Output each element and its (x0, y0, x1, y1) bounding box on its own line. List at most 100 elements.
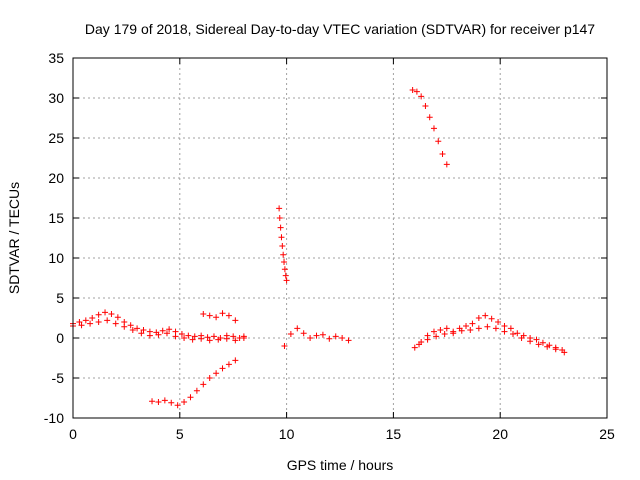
data-point (282, 272, 289, 279)
data-point (168, 399, 175, 406)
data-point (482, 312, 489, 319)
data-point (166, 326, 173, 333)
data-point (210, 333, 217, 340)
data-point (155, 331, 162, 338)
data-point (213, 314, 220, 321)
data-point (134, 325, 141, 332)
data-point (95, 311, 102, 318)
data-point (424, 336, 431, 343)
y-tick-label: 0 (56, 330, 64, 346)
series-segment-6 (409, 87, 450, 168)
data-point (535, 341, 542, 348)
data-point (87, 320, 94, 327)
series-segment-7-lower-band (416, 323, 568, 356)
data-point (433, 333, 440, 340)
x-tick-label: 10 (279, 426, 295, 442)
data-point (313, 332, 320, 339)
data-point (219, 310, 226, 317)
data-point (339, 335, 346, 341)
y-tick-label: 35 (48, 50, 64, 66)
data-point (326, 335, 333, 342)
data-point (422, 103, 429, 109)
data-points (70, 87, 568, 409)
data-point (200, 311, 207, 317)
data-point (418, 93, 425, 100)
data-point (200, 381, 207, 388)
data-point (155, 399, 162, 405)
data-point (463, 323, 470, 329)
plot-frame (72, 57, 608, 419)
axis-ticks: 0 5 10 15 20 25 -10 -5 0 5 10 15 20 25 30 35 (44, 50, 615, 442)
data-point (527, 338, 534, 345)
data-point (223, 335, 230, 342)
y-axis-label: SDTVAR / TECUs (6, 182, 22, 294)
data-point (232, 317, 239, 324)
data-point (129, 327, 136, 333)
data-point (345, 337, 352, 344)
grid (73, 58, 607, 418)
data-point (294, 325, 301, 332)
data-point (435, 138, 442, 145)
data-point (121, 323, 128, 330)
data-point (146, 332, 153, 339)
data-point (161, 397, 168, 404)
data-point (416, 341, 423, 348)
data-point (443, 325, 450, 332)
data-point (430, 125, 437, 132)
series-segment-4 (276, 205, 290, 284)
data-point (467, 327, 474, 333)
data-point (426, 114, 433, 121)
data-point (174, 402, 181, 409)
data-point (492, 325, 499, 332)
y-tick-label: 30 (48, 90, 64, 106)
data-point (507, 325, 514, 332)
data-point (89, 315, 96, 321)
x-tick-label: 0 (69, 426, 77, 442)
data-point (225, 312, 232, 319)
y-tick-label: 10 (48, 250, 64, 266)
data-point (104, 317, 111, 324)
data-point (108, 311, 115, 317)
series-segment-3 (149, 357, 239, 409)
series-segment-1-lower-band (70, 317, 247, 344)
data-point (287, 331, 294, 337)
data-point (411, 344, 418, 351)
data-point (140, 327, 147, 333)
data-point (475, 315, 482, 321)
x-tick-label: 5 (176, 426, 184, 442)
data-point (437, 327, 444, 333)
data-point (206, 375, 213, 381)
data-point (78, 322, 85, 329)
data-point (178, 331, 185, 337)
data-point (187, 394, 194, 401)
data-point (518, 335, 525, 341)
data-point (240, 335, 247, 341)
data-point (533, 336, 540, 343)
series-segment-2 (200, 310, 239, 324)
data-point (441, 331, 448, 337)
x-axis-label: GPS time / hours (287, 457, 394, 473)
data-point (232, 337, 239, 344)
data-point (450, 330, 457, 337)
data-point (544, 343, 551, 350)
data-point (82, 317, 89, 324)
data-point (439, 151, 446, 157)
data-point (172, 333, 179, 340)
data-point (495, 319, 502, 325)
y-tick-label: 5 (56, 290, 64, 306)
data-point (510, 331, 517, 337)
y-tick-label: -10 (44, 410, 64, 426)
data-point (76, 319, 83, 325)
data-point (279, 243, 286, 249)
data-point (181, 399, 188, 405)
series-segment-7 (411, 312, 566, 353)
data-point (204, 334, 211, 341)
data-point (114, 314, 121, 321)
data-point (469, 320, 476, 327)
data-point (95, 319, 102, 325)
data-point (475, 325, 482, 332)
data-point (159, 327, 166, 334)
data-point (277, 224, 284, 231)
data-point (112, 320, 119, 327)
